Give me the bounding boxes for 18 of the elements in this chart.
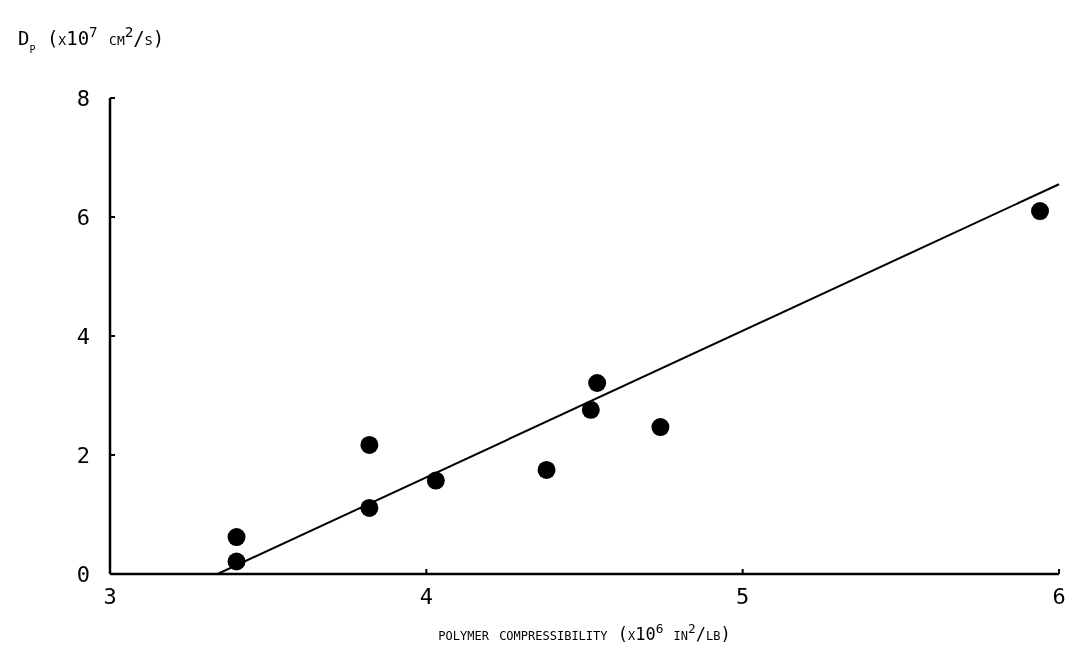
x-tick-label: 3 — [103, 584, 117, 609]
point — [588, 374, 607, 393]
point — [537, 460, 556, 479]
y-tick-label: 6 — [76, 205, 90, 230]
x-tick-label: 6 — [1052, 584, 1066, 609]
point — [1031, 202, 1050, 221]
y-tick-label: 2 — [76, 443, 90, 468]
y-tick-label: 0 — [76, 562, 90, 587]
x-tick-label: 5 — [736, 584, 750, 609]
x-axis-title: polymer compressibility (x10$^{6}$ in$^{2}$/lb) — [438, 620, 731, 644]
point — [581, 400, 600, 419]
point — [360, 435, 379, 454]
x-tick-label: 4 — [419, 584, 433, 609]
y-axis-title: D$_{p}$ (x10$^{7}$ cm$^{2}$/s) — [18, 24, 165, 56]
point — [651, 418, 670, 437]
point — [227, 528, 246, 547]
y-tick-label: 4 — [76, 324, 90, 349]
y-tick-label: 8 — [76, 86, 90, 111]
